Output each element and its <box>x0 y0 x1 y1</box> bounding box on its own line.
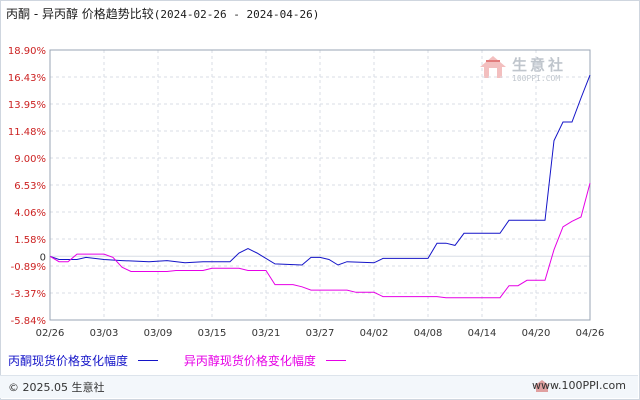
x-tick-label: 04/14 <box>468 328 497 339</box>
y-tick-label: 6.53% <box>14 181 46 192</box>
x-tick-label: 02/26 <box>36 328 65 339</box>
y-tick-label: 13.95% <box>8 100 46 111</box>
y-tick-label: -5.84% <box>11 316 46 327</box>
footer: © 2025.05 生意社 www.100PPI.com <box>0 375 638 398</box>
series-line-1 <box>49 74 591 266</box>
watermark: 生意社 100PPI.COM <box>478 54 563 84</box>
y-tick-label: 1.58% <box>14 235 46 246</box>
y-tick-label: 16.43% <box>8 73 46 84</box>
watermark-url: 100PPI.COM <box>512 74 561 83</box>
chart-grid <box>49 49 591 321</box>
x-tick-label: 04/02 <box>360 328 389 339</box>
legend-swatch-series-1 <box>138 360 159 361</box>
x-tick-label: 04/26 <box>576 328 605 339</box>
y-tick-label: -0.89% <box>11 262 46 273</box>
legend-label-series-1: 丙酮现货价格变化幅度 <box>8 354 129 368</box>
x-axis: 02/26 03/03 03/09 03/15 03/21 03/27 04/02 04/08… <box>36 328 605 339</box>
watermark-brand: 生意社 <box>512 56 567 74</box>
site-url-link[interactable]: www.100PPI.com <box>532 379 626 392</box>
series-lines <box>49 74 591 299</box>
y-tick-label: 4.06% <box>14 208 46 219</box>
x-tick-label: 03/09 <box>144 328 173 339</box>
y-tick-label: 9.00% <box>14 154 46 165</box>
x-tick-label: 03/21 <box>252 328 281 339</box>
y-tick-label: 18.90% <box>8 46 46 57</box>
x-tick-label: 04/20 <box>522 328 551 339</box>
legend-item-series-1: 丙酮现货价格变化幅度 <box>8 352 159 369</box>
chart-title-range: (2024-02-26 - 2024-04-26) <box>153 8 320 21</box>
legend-label-series-2: 异丙醇现货价格变化幅度 <box>183 354 316 368</box>
x-tick-label: 03/15 <box>198 328 227 339</box>
x-tick-label: 03/27 <box>306 328 335 339</box>
y-tick-label: 0 <box>40 252 46 263</box>
y-tick-label: -3.37% <box>11 289 46 300</box>
copyright-text: © 2025.05 生意社 <box>8 381 105 394</box>
y-axis: 18.90% 16.43% 13.95% 11.48% 9.00% 6.53% 4.06% 1… <box>8 46 46 327</box>
watermark-logo-icon <box>480 56 506 78</box>
series-line-2 <box>49 182 591 299</box>
x-tick-label: 04/08 <box>414 328 443 339</box>
site-logo-icon <box>534 380 550 392</box>
chart-title: 丙酮 - 异丙醇 价格趋势比较(2024-02-26 - 2024-04-26) <box>6 5 319 22</box>
legend-swatch-series-2 <box>325 360 346 361</box>
chart-title-main: 丙酮 - 异丙醇 价格趋势比较 <box>6 7 154 21</box>
line-chart: 18.90% 16.43% 13.95% 11.48% 9.00% 6.53% 4.06% 1… <box>8 46 605 339</box>
x-tick-label: 03/03 <box>90 328 119 339</box>
chart-legend: 丙酮现货价格变化幅度 异丙醇现货价格变化幅度 <box>8 352 368 369</box>
legend-item-series-2: 异丙醇现货价格变化幅度 <box>184 352 346 369</box>
y-tick-label: 11.48% <box>8 127 46 138</box>
